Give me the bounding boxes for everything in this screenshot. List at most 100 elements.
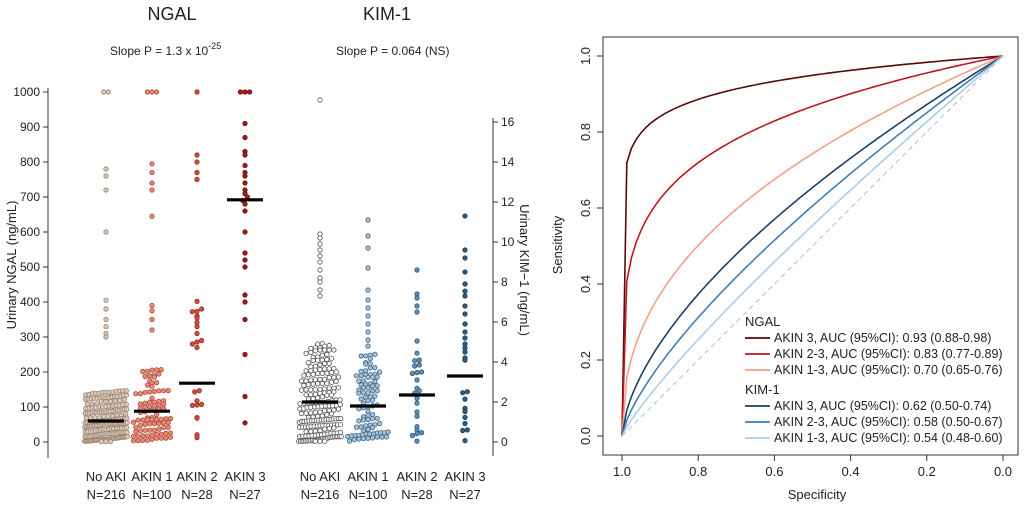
roc-legend-entry: AKIN 2-3, AUC (95%CI): 0.58 (0.50-0.67): [774, 415, 1003, 429]
roc-legend-entry: AKIN 1-3, AUC (95%CI): 0.54 (0.48-0.60): [774, 431, 1003, 445]
ngal-point: [199, 306, 205, 312]
kim1-point: [353, 424, 359, 430]
kim1-point: [385, 429, 391, 435]
ngal-group-label: AKIN 2: [176, 469, 217, 484]
kim1-point: [335, 385, 342, 391]
kim1-y-tick-label: 12: [501, 195, 515, 209]
kim1-point: [374, 415, 380, 421]
ngal-point: [149, 436, 155, 442]
ngal-point: [105, 413, 111, 419]
ngal-point: [192, 389, 198, 395]
kim1-point: [372, 393, 378, 399]
kim1-point: [358, 372, 364, 379]
ngal-point: [130, 437, 137, 444]
ngal-group-n: N=100: [133, 487, 172, 502]
ngal-point: [161, 424, 167, 430]
kim1-point: [326, 425, 332, 432]
ngal-point: [242, 208, 248, 214]
kim1-point: [335, 406, 342, 412]
ngal-point: [242, 89, 248, 95]
kim1-point: [462, 303, 468, 309]
ngal-point: [149, 213, 155, 219]
ngal-point: [144, 382, 150, 388]
ngal-point: [103, 323, 109, 330]
kim1-point: [331, 347, 337, 353]
kim1-point: [414, 377, 420, 383]
ngal-point: [144, 416, 150, 423]
kim1-point: [462, 349, 468, 355]
ngal-point: [242, 190, 248, 197]
ngal-plot: 0 100 200 300 400 500 600 700 800 900 1000 No AKI N=…: [13, 85, 265, 502]
kim1-y-tick-label: 8: [501, 275, 508, 289]
kim1-y-tick-label: 2: [501, 395, 508, 409]
ngal-point: [247, 89, 253, 95]
kim1-point: [464, 389, 470, 395]
kim1-point: [317, 427, 323, 434]
ngal-point: [151, 388, 157, 395]
roc-curve: [621, 55, 1004, 437]
kim1-point: [414, 409, 420, 415]
kim1-point: [308, 349, 314, 355]
ngal-point: [117, 397, 123, 404]
ngal-point: [167, 434, 174, 440]
kim1-point: [338, 433, 344, 440]
kim1-point: [409, 432, 415, 439]
kim1-point: [414, 400, 420, 406]
ngal-point: [196, 387, 202, 394]
ngal-point: [149, 187, 155, 193]
kim1-point: [372, 378, 378, 385]
ngal-point: [103, 173, 109, 179]
ngal-point: [242, 134, 248, 141]
ngal-point: [242, 264, 248, 270]
kim1-point: [356, 418, 362, 424]
roc-frame: [602, 36, 1019, 456]
ngal-point: [137, 422, 143, 429]
kim1-point: [310, 371, 316, 377]
ngal-point: [103, 438, 109, 445]
kim1-point: [462, 420, 468, 427]
ngal-point: [83, 415, 89, 421]
ngal-point: [161, 420, 167, 426]
ngal-point: [135, 417, 141, 423]
ngal-point: [142, 389, 148, 395]
kim1-point: [369, 374, 376, 380]
ngal-y-axis-label: Urinary NGAL (ng/mL): [4, 201, 19, 330]
roc-curve: [621, 55, 1004, 437]
kim1-point: [365, 416, 371, 423]
ngal-point: [112, 398, 118, 404]
ngal-point: [242, 257, 248, 263]
ngal-point: [237, 89, 243, 95]
ngal-point: [242, 180, 248, 186]
kim1-point: [369, 416, 376, 422]
roc-plot: 1.0 0.8 0.6 0.4 0.2 0.0 0.0 0.2 0.4 0.6 0.8 1.0 NGAL…: [578, 36, 1019, 479]
kim1-point: [356, 390, 362, 396]
ngal-point: [140, 417, 146, 423]
kim1-point: [303, 350, 309, 356]
kim1-y-tick-label: 14: [501, 155, 515, 169]
ngal-point: [194, 434, 200, 441]
kim1-point: [317, 259, 323, 265]
kim1-point: [335, 374, 342, 380]
kim1-group-label: AKIN 2: [396, 469, 437, 484]
kim1-point: [328, 392, 335, 398]
kim1-point: [317, 438, 323, 444]
ngal-point: [156, 426, 162, 432]
kim1-group-label: AKIN 1: [347, 469, 388, 484]
kim1-group-n: N=27: [449, 487, 480, 502]
kim1-point: [379, 434, 385, 440]
kim1-point: [365, 217, 371, 223]
ngal-point: [149, 316, 155, 323]
kim1-point: [365, 412, 371, 418]
ngal-point: [194, 344, 200, 351]
ngal-point: [103, 316, 109, 323]
kim1-point: [317, 293, 323, 299]
kim1-point: [315, 357, 321, 363]
kim1-point: [462, 293, 468, 299]
kim1-point: [298, 387, 305, 393]
ngal-point: [194, 330, 200, 337]
ngal-group-n: N=28: [181, 487, 212, 502]
kim1-point: [462, 329, 468, 335]
ngal-point: [194, 308, 200, 314]
kim1-point: [303, 387, 309, 393]
